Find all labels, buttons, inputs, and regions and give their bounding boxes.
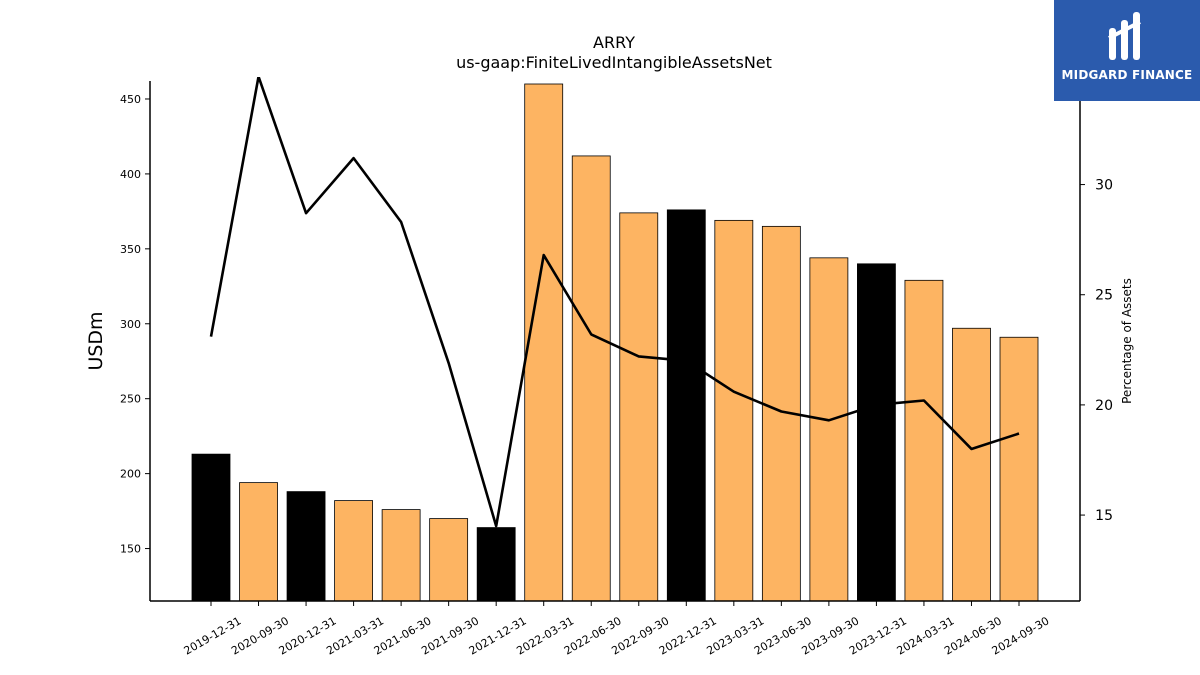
bar [381, 509, 421, 602]
chart-title: ARRY [593, 33, 635, 52]
bar [476, 527, 516, 602]
bar [666, 209, 706, 602]
y-tick-label: 250 [120, 393, 141, 406]
brand-logo: MIDGARD FINANCE [1054, 0, 1200, 101]
bar [619, 212, 659, 602]
y-tick-label: 400 [120, 168, 141, 181]
y-tick-label: 350 [120, 243, 141, 256]
y2-tick-label: 25 [1095, 288, 1113, 304]
line-group [209, 77, 1020, 528]
y2-tick-label: 30 [1095, 178, 1113, 194]
bar [334, 500, 373, 602]
y-axis-label: USDm [85, 311, 107, 370]
bar [524, 83, 564, 602]
bar [429, 518, 469, 602]
y-tick-label: 450 [120, 93, 141, 106]
y-tick-label: 200 [120, 468, 141, 481]
y-tick-label: 150 [120, 543, 141, 556]
bar [239, 482, 278, 602]
bar [904, 279, 944, 602]
bar [191, 453, 231, 602]
y-tick-label: 300 [120, 318, 141, 331]
bar [286, 491, 326, 602]
series-line [209, 77, 1020, 528]
brand-name: MIDGARD FINANCE [1061, 68, 1193, 82]
bar [571, 155, 611, 602]
bars-group [191, 83, 1039, 602]
bar [952, 327, 991, 602]
bar [857, 263, 896, 602]
y2-tick-label: 20 [1095, 398, 1113, 414]
bar [714, 219, 754, 602]
logo-mark-icon [1108, 12, 1141, 60]
bar [809, 257, 849, 602]
chart-subtitle: us-gaap:FiniteLivedIntangibleAssetsNet [456, 53, 772, 72]
y2-tick-label: 15 [1095, 508, 1113, 524]
bar [999, 336, 1039, 602]
y2-axis-label: Percentage of Assets [1120, 278, 1134, 404]
